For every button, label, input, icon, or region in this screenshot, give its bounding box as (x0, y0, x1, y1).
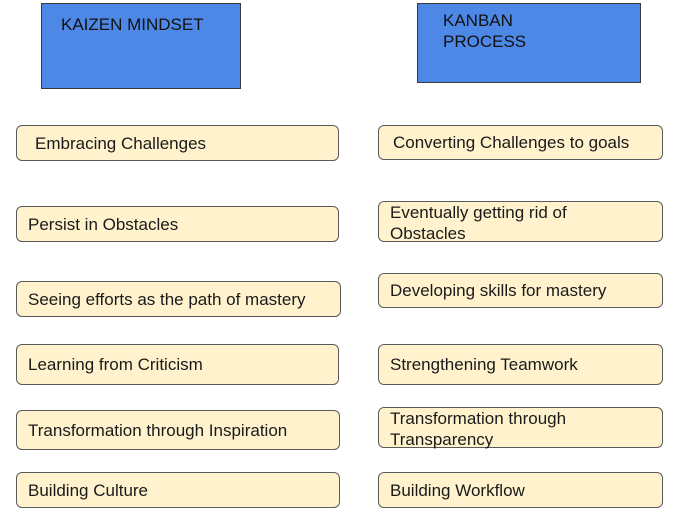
kaizen-item-label: Seeing efforts as the path of mastery (28, 289, 306, 309)
kaizen-item-label: Persist in Obstacles (28, 214, 179, 234)
kaizen-mindset-header: KAIZEN MINDSET (41, 3, 241, 89)
kanban-item-label: Building Workflow (390, 480, 525, 500)
kaizen-item-label: Embracing Challenges (35, 133, 207, 153)
kanban-item-getting-rid-of-obstacles: Eventually getting rid of Obstacles (378, 201, 663, 243)
kanban-item-label: Strengthening Teamwork (390, 355, 578, 374)
kanban-item-label: Converting Challenges to goals (393, 133, 630, 152)
kanban-item-label: Eventually getting rid of Obstacles (390, 203, 567, 243)
kaizen-item-seeing-efforts: Seeing efforts as the path of mastery (16, 281, 341, 317)
kanban-process-header: KANBAN PROCESS (417, 3, 641, 83)
kanban-item-label: Transformation through Transparency (390, 409, 567, 449)
kaizen-mindset-header-label: KAIZEN MINDSET (61, 15, 204, 34)
kaizen-item-label: Building Culture (28, 480, 149, 500)
kaizen-item-learning-from-criticism: Learning from Criticism (16, 344, 339, 385)
kaizen-item-building-culture: Building Culture (16, 472, 340, 508)
kanban-item-label: Developing skills for mastery (390, 281, 607, 300)
kaizen-item-persist-in-obstacles: Persist in Obstacles (16, 206, 339, 242)
kanban-item-strengthening-teamwork: Strengthening Teamwork (378, 344, 663, 385)
kaizen-item-transformation-inspiration: Transformation through Inspiration (16, 410, 340, 450)
kanban-item-transformation-transparency: Transformation through Transparency (378, 407, 663, 449)
kanban-item-converting-challenges: Converting Challenges to goals (378, 125, 663, 160)
kanban-item-building-workflow: Building Workflow (378, 472, 663, 508)
kanban-process-header-label: KANBAN PROCESS (443, 11, 527, 51)
kaizen-item-label: Transformation through Inspiration (28, 420, 288, 440)
kanban-item-developing-skills: Developing skills for mastery (378, 273, 663, 308)
kaizen-item-label: Learning from Criticism (28, 355, 203, 374)
kaizen-item-embracing-challenges: Embracing Challenges (16, 125, 339, 161)
